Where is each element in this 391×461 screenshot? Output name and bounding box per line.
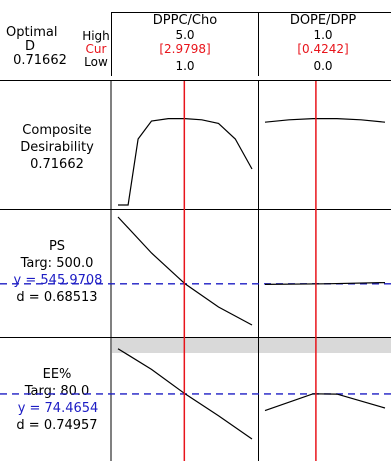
curve-row1-col1 — [118, 117, 253, 206]
factor-1-current: [2.9798] — [159, 42, 211, 56]
factor-2-current: [0.4242] — [297, 42, 349, 56]
factor-2-low: 0.0 — [313, 59, 333, 73]
factor-1-high: 5.0 — [175, 28, 195, 42]
curve-row1-col2 — [264, 117, 386, 123]
ee-d-value: d = 0.74957 — [16, 418, 98, 433]
optimal-label: Optimal — [6, 25, 58, 40]
header-divider-mid — [258, 12, 259, 76]
factor-2-name: DOPE/DPP — [289, 13, 357, 28]
low-label: Low — [84, 55, 108, 69]
d-label: D — [24, 39, 35, 54]
ee-y-value: y = 74.4654 — [17, 401, 99, 416]
cur-label: Cur — [85, 42, 107, 56]
header-top-border — [111, 12, 391, 13]
ps-y-value: y = 545.9708 — [13, 273, 103, 288]
ps-d-value: d = 0.68513 — [16, 290, 98, 305]
composite-label-line2: Desirability — [20, 140, 94, 155]
ee-name: EE% — [42, 367, 72, 382]
factor-1-name: DPPC/Cho — [152, 13, 218, 28]
header-bottom-border — [0, 80, 391, 81]
high-label: High — [82, 29, 110, 43]
curve-row3-col2 — [264, 393, 386, 412]
factor-1-low: 1.0 — [175, 59, 195, 73]
ee-target: Targ: 80.0 — [24, 384, 90, 399]
header-divider-left — [111, 12, 112, 76]
optimal-d-value: 0.71662 — [13, 53, 67, 68]
composite-label-line1: Composite — [22, 123, 92, 138]
factor-2-high: 1.0 — [313, 28, 333, 42]
ps-name: PS — [48, 239, 66, 254]
ee-highlight-band — [112, 337, 391, 353]
ps-target: Targ: 500.0 — [20, 256, 94, 271]
composite-value: 0.71662 — [30, 157, 84, 172]
curve-row2-col2 — [264, 282, 386, 285]
